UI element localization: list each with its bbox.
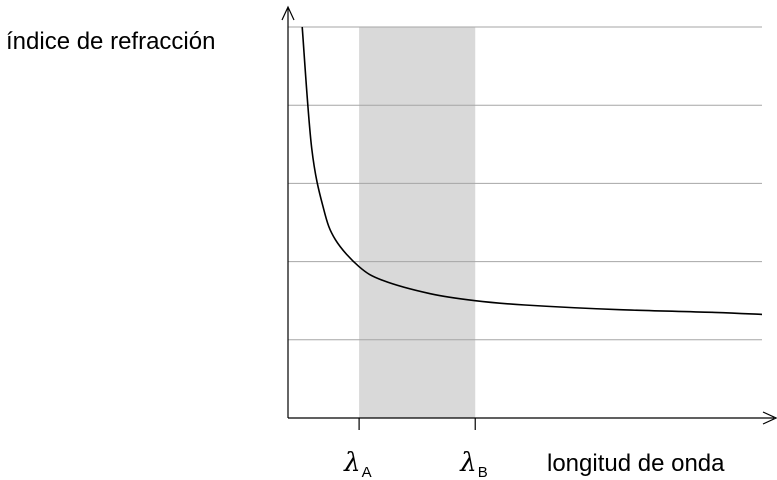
x-axis-title: longitud de onda bbox=[547, 450, 725, 477]
axes bbox=[281, 5, 777, 425]
y-axis-title: índice de refracción bbox=[6, 28, 215, 55]
series-line bbox=[301, 26, 763, 316]
y-axis-arrow bbox=[281, 5, 295, 21]
x-tick-label-lambda-a: λA bbox=[343, 448, 372, 480]
highlight-band bbox=[359, 27, 476, 418]
x-axis-arrow bbox=[762, 411, 777, 425]
gridlines bbox=[288, 26, 762, 341]
x-ticks: λA λB bbox=[343, 418, 488, 480]
x-tick-label-lambda-b: λB bbox=[459, 448, 488, 480]
